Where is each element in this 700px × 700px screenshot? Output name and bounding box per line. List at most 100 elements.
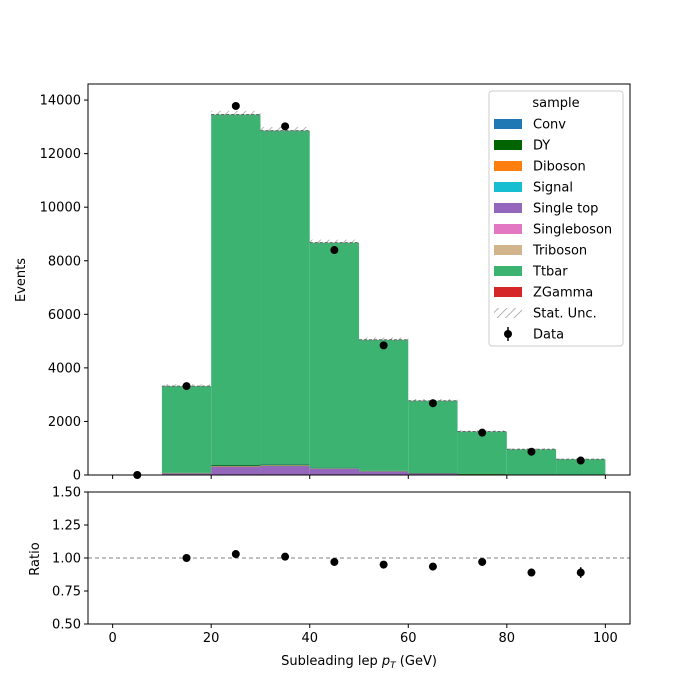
legend-item-data: Data [504, 327, 564, 343]
legend-item-zgamma: ZGamma [494, 286, 593, 301]
legend-swatch [494, 287, 522, 297]
legend-label: Conv [533, 118, 566, 133]
data-point [527, 447, 536, 456]
legend-label: Singleboson [533, 223, 612, 238]
legend-swatch [494, 182, 522, 192]
ratio-point [527, 568, 536, 577]
y-tick-label: 4000 [48, 361, 81, 376]
ratio-y-axis-label: Ratio [28, 542, 43, 575]
legend-label: Data [533, 328, 564, 343]
stat-unc-band [211, 110, 261, 119]
y-tick-label: 10000 [40, 201, 81, 216]
bar-ttbar [309, 242, 359, 468]
ratio-points [182, 550, 585, 578]
y-tick-label: 0 [73, 469, 81, 484]
legend-swatch [494, 119, 522, 129]
y-tick-label: 2000 [48, 415, 81, 430]
legend-item-singleboson: Singleboson [494, 223, 612, 238]
data-point [428, 399, 437, 408]
legend-item-ttbar: Ttbar [494, 265, 568, 280]
x-tick-label: 20 [203, 631, 220, 646]
legend-box [488, 90, 624, 347]
ratio-point [281, 552, 290, 561]
ratio-point [428, 562, 437, 571]
bar-single-top [260, 465, 310, 475]
y-tick-label: 6000 [48, 308, 81, 323]
data-point [330, 246, 339, 255]
legend-swatch [494, 140, 522, 150]
bar-ttbar [556, 459, 606, 475]
main-y-ticks: 0 2000 4000 6000 8000 10000 12000 14000 [40, 94, 88, 484]
bar-ttbar [408, 400, 458, 474]
legend-item-signal: Signal [494, 181, 573, 196]
ratio-y-tick-label: 1.25 [52, 519, 81, 534]
legend-item-single-top: Single top [494, 202, 598, 217]
y-axis-label: Events [14, 258, 29, 302]
legend-item-stat-unc: Stat. Unc. [494, 307, 597, 322]
x-tick-label: 60 [400, 631, 417, 646]
data-point [182, 382, 191, 391]
legend-label: Diboson [533, 160, 586, 175]
data-point [478, 428, 487, 437]
x-tick-label: 100 [593, 631, 618, 646]
data-point [231, 101, 240, 110]
legend-swatch [494, 203, 522, 213]
bar-ttbar [211, 114, 261, 466]
ratio-y-tick-label: 1.00 [52, 552, 81, 567]
bar-dy [211, 465, 261, 467]
legend-label: Stat. Unc. [533, 307, 597, 322]
legend-title: sample [532, 96, 579, 111]
y-tick-label: 14000 [40, 94, 81, 109]
legend-label: ZGamma [533, 286, 593, 301]
data-points [133, 101, 585, 479]
ratio-frame [87, 491, 631, 625]
ratio-point [576, 568, 585, 577]
legend-item-diboson: Diboson [494, 160, 586, 175]
ratio-y-tick-label: 1.50 [52, 486, 81, 501]
bar-single-top [309, 468, 359, 475]
legend-item-dy: DY [494, 139, 550, 154]
legend-marker-data [504, 330, 512, 338]
y-tick-label: 8000 [48, 254, 81, 269]
stat-unc-band [309, 239, 359, 246]
ratio-point [379, 560, 388, 569]
legend-swatch [494, 161, 522, 171]
legend-label: DY [533, 139, 550, 154]
ratio-point [478, 557, 487, 566]
main-panel: 0 2000 4000 6000 8000 10000 12000 14000 Events [14, 83, 631, 484]
stat-unc-band [359, 337, 409, 343]
stacked-bars [161, 114, 606, 476]
ratio-panel: 0.50 0.75 1.00 1.25 1.50 0 20 40 60 80 100 Ratio [28, 486, 631, 646]
x-tick-label: 0 [108, 631, 116, 646]
bar-diboson [211, 466, 261, 467]
legend-label: Triboson [532, 244, 587, 259]
ratio-x-ticks: 0 20 40 60 80 100 [108, 624, 618, 646]
bar-ttbar [457, 431, 507, 474]
ratio-point [231, 550, 240, 559]
x-tick-label: 40 [301, 631, 318, 646]
main-x-ticks [112, 475, 606, 479]
bar-dy [260, 464, 310, 466]
ratio-point [330, 557, 339, 566]
stat-unc-band [260, 126, 310, 135]
legend: sample Conv DY Diboson Signal Single top Sing… [488, 90, 624, 347]
legend-label: Single top [533, 202, 598, 217]
x-tick-label: 80 [499, 631, 516, 646]
bar-single-top [408, 473, 458, 475]
ratio-y-tick-label: 0.50 [52, 618, 81, 633]
ratio-y-tick-label: 0.75 [52, 585, 81, 600]
legend-swatch [494, 266, 522, 276]
bar-single-top [211, 466, 261, 475]
legend-item-conv: Conv [494, 118, 566, 133]
bar-ttbar [260, 130, 310, 465]
legend-swatch-hatch [494, 308, 522, 318]
legend-label: Ttbar [532, 265, 568, 280]
ratio-point [182, 554, 191, 562]
bar-single-top [359, 471, 409, 475]
legend-label: Signal [533, 181, 573, 196]
legend-swatch [494, 224, 522, 234]
data-point [281, 122, 290, 131]
ratio-y-ticks: 0.50 0.75 1.00 1.25 1.50 [52, 486, 88, 633]
data-point [379, 341, 388, 350]
